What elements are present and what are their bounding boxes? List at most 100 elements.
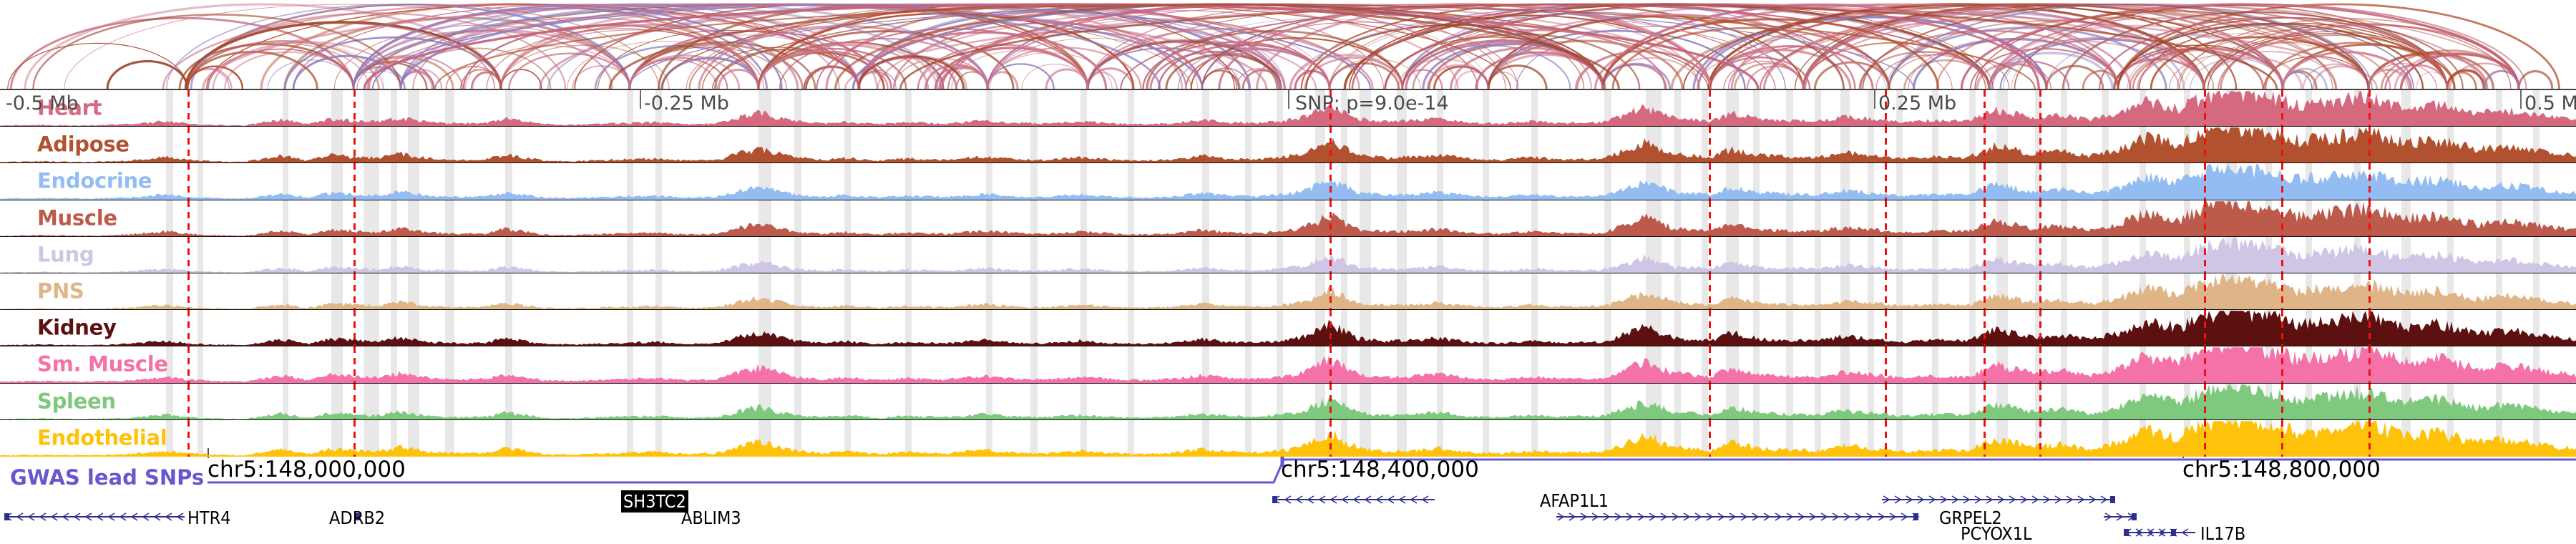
highlight-band xyxy=(1840,310,1850,346)
highlight-band xyxy=(1128,310,1134,346)
highlight-band xyxy=(1840,200,1850,236)
signal-track-endocrine[interactable]: Endocrine xyxy=(0,163,2576,200)
highlight-band xyxy=(905,310,912,346)
highlight-band xyxy=(905,90,912,127)
highlight-band xyxy=(1277,127,1283,163)
highlight-band xyxy=(166,163,173,200)
highlight-band xyxy=(283,127,288,163)
highlight-band xyxy=(1245,90,1252,127)
gene-label-grpel2[interactable]: GRPEL2 xyxy=(1939,507,2002,528)
highlight-band xyxy=(1786,127,1793,163)
gene-label-pcyox1l[interactable]: PCYOX1L xyxy=(1961,523,2032,544)
highlight-band xyxy=(1080,200,1087,236)
highlight-band xyxy=(2061,419,2067,457)
snp-line-layer xyxy=(0,273,2576,310)
highlight-band xyxy=(2061,346,2067,383)
highlight-band xyxy=(1932,90,1938,127)
gwas-lead-snp-track[interactable] xyxy=(0,455,2576,495)
gene-label-afap1l1[interactable]: AFAP1L1 xyxy=(1540,490,1609,511)
highlight-band xyxy=(1245,163,1252,200)
signal-track-endothelial[interactable]: Endothelial xyxy=(0,419,2576,457)
highlight-band xyxy=(2035,90,2041,127)
highlight-band xyxy=(2533,90,2540,127)
highlight-band xyxy=(1531,200,1538,236)
highlight-band xyxy=(2102,163,2109,200)
highlight-band xyxy=(364,90,379,127)
highlight-band xyxy=(364,127,379,163)
gene-label-htr4[interactable]: HTR4 xyxy=(187,507,231,528)
highlight-band xyxy=(1753,419,1760,457)
highlight-band xyxy=(331,90,343,127)
highlight-band xyxy=(1674,310,1681,346)
highlight-band xyxy=(794,419,801,457)
snp-marker-line xyxy=(2281,127,2283,163)
gene-label-ablim3[interactable]: ABLIM3 xyxy=(681,507,741,528)
highlight-band xyxy=(1531,273,1538,310)
highlight-band xyxy=(1932,346,1938,383)
highlight-band xyxy=(1437,163,1443,200)
signal-track-pns[interactable]: PNS xyxy=(0,273,2576,311)
highlight-band xyxy=(1896,310,1903,346)
highlight-band xyxy=(445,236,454,273)
highlight-band xyxy=(1969,163,1976,200)
highlight-band xyxy=(2035,236,2041,273)
highlight-band xyxy=(2035,419,2041,457)
gene-label-adrb2[interactable]: ADRB2 xyxy=(329,507,386,528)
highlight-band xyxy=(1128,90,1134,127)
highlight-band xyxy=(364,163,379,200)
highlight-band xyxy=(1702,236,1708,273)
gene-label-il17b[interactable]: IL17B xyxy=(2200,523,2246,544)
highlight-band xyxy=(2061,310,2067,346)
highlight-band xyxy=(1674,346,1681,383)
snp-marker-line xyxy=(1984,163,1986,200)
highlight-band xyxy=(1483,383,1489,419)
highlight-band xyxy=(1245,200,1252,236)
highlight-band xyxy=(986,346,992,383)
snp-line-layer xyxy=(0,200,2576,236)
snp-marker-line xyxy=(1330,346,1332,383)
snp-marker-line xyxy=(2204,273,2206,310)
highlight-band xyxy=(331,419,343,457)
highlight-band xyxy=(1674,90,1681,127)
highlight-band xyxy=(408,236,419,273)
highlight-band xyxy=(655,273,662,310)
highlight-band xyxy=(1397,346,1407,383)
signal-track-sm-muscle[interactable]: Sm. Muscle xyxy=(0,346,2576,384)
highlight-band xyxy=(1896,90,1903,127)
highlight-band xyxy=(1202,200,1209,236)
highlight-band xyxy=(2140,310,2146,346)
highlight-band xyxy=(1128,200,1134,236)
snp-marker-line xyxy=(1330,200,1332,236)
highlight-band xyxy=(1753,163,1760,200)
highlight-band xyxy=(2496,236,2502,273)
snp-marker-line xyxy=(2281,310,2283,346)
snp-marker-line xyxy=(1984,200,1986,236)
snp-marker-line xyxy=(2204,346,2206,383)
highlight-band xyxy=(1868,310,1874,346)
highlight-band xyxy=(1531,127,1538,163)
highlight-band xyxy=(364,236,379,273)
highlight-band xyxy=(627,200,633,236)
highlight-band xyxy=(445,90,454,127)
gene-label-sh3tc2[interactable]: SH3TC2 xyxy=(621,490,688,513)
snp-marker-line xyxy=(1709,346,1711,383)
highlight-band xyxy=(166,346,173,383)
highlight-band xyxy=(1604,310,1611,346)
highlight-band xyxy=(408,200,419,236)
signal-track-adipose[interactable]: Adipose xyxy=(0,127,2576,164)
highlight-band xyxy=(1753,90,1760,127)
signal-track-heart[interactable]: Heart-0.5 Mb-0.25 Mb0.25 Mb0.5 MbSNP: p=… xyxy=(0,90,2576,127)
highlight-band xyxy=(1786,419,1793,457)
snp-marker-line xyxy=(2368,310,2371,346)
highlight-band xyxy=(445,200,454,236)
highlight-band xyxy=(283,383,288,419)
signal-track-lung[interactable]: Lung xyxy=(0,236,2576,273)
highlight-band xyxy=(197,236,203,273)
signal-track-spleen[interactable]: Spleen xyxy=(0,383,2576,420)
highlight-band xyxy=(1702,273,1708,310)
highlight-band xyxy=(1753,236,1760,273)
highlight-band xyxy=(1080,310,1087,346)
signal-track-muscle[interactable]: Muscle xyxy=(0,200,2576,237)
highlight-band xyxy=(627,236,633,273)
signal-track-kidney[interactable]: Kidney xyxy=(0,310,2576,347)
